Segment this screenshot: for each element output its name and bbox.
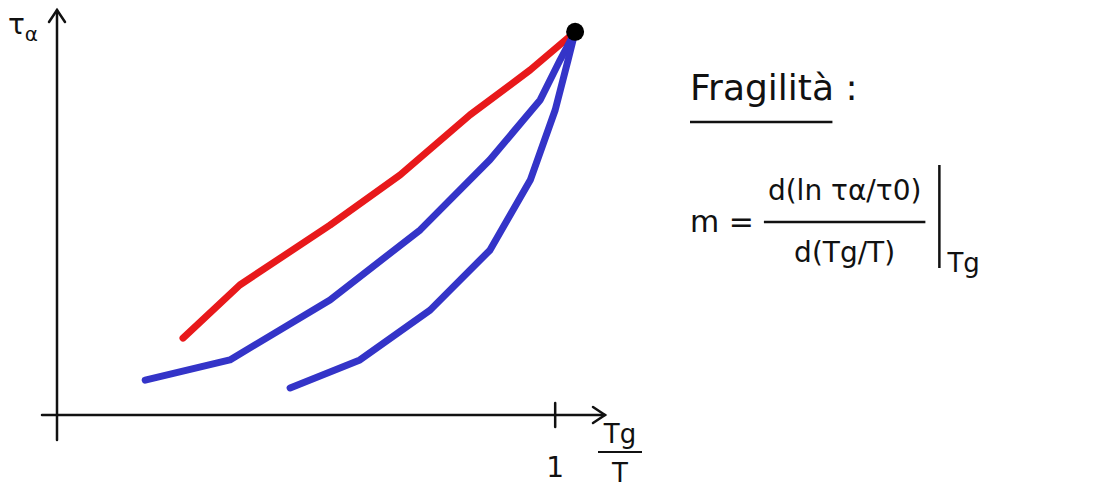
x-tick: [554, 403, 557, 427]
formula-evaluated-at: Tg: [946, 248, 979, 278]
plot-marks: [145, 23, 584, 388]
title-underline: [690, 121, 832, 124]
formula-numerator: d(ln τα/τ0): [768, 174, 921, 207]
x-axis-title: Tg T: [598, 419, 642, 488]
y-axis-title-main: τ: [8, 8, 25, 41]
formula-denominator: d(Tg/T): [794, 236, 895, 269]
point: [566, 23, 584, 41]
y-axis-title-sub: α: [25, 22, 38, 46]
curve: [145, 32, 575, 380]
chart: 1 Tg Tτα Fragilità : m = d(ln τα/τ0) d(Tg/T) Tg: [0, 0, 1113, 494]
fraction-bar: [598, 451, 642, 453]
x-axis: [42, 414, 605, 417]
x-axis-title-num: Tg: [603, 419, 636, 449]
formula-bar: [764, 221, 925, 224]
x-tick-label: 1: [546, 451, 564, 484]
evaluation-bar: [938, 165, 941, 268]
y-axis-title: τα: [8, 8, 38, 46]
curve: [290, 32, 575, 388]
formula-lhs: m =: [690, 204, 754, 239]
y-axis-arrow: [49, 10, 65, 22]
y-axis: [56, 10, 59, 440]
annotation-title: Fragilità :: [690, 67, 858, 108]
x-axis-title-den: T: [611, 458, 628, 488]
curve: [183, 32, 575, 338]
